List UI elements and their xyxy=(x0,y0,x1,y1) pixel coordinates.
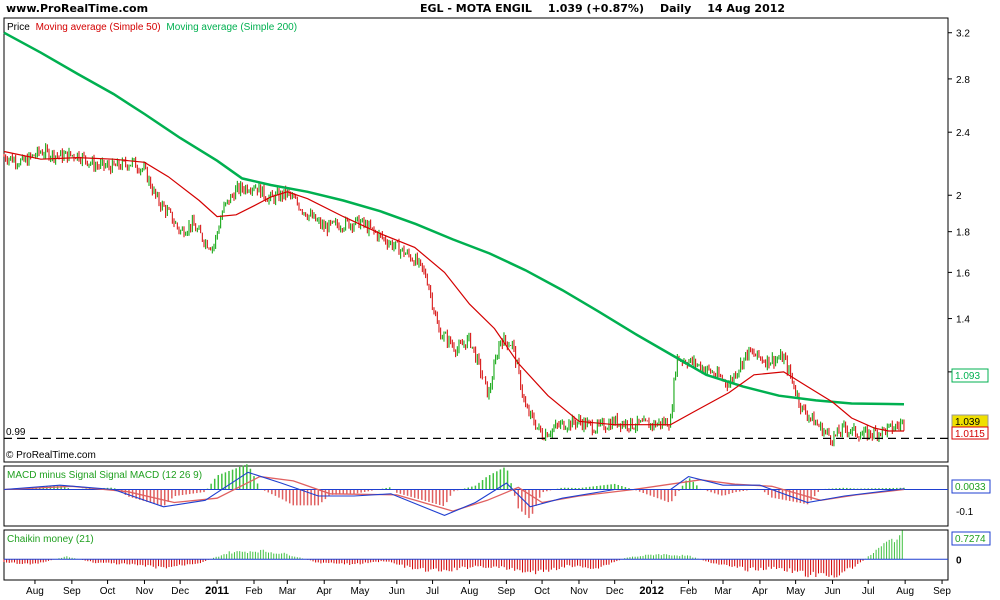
ma50-tag-box xyxy=(951,426,989,440)
price-panel xyxy=(3,17,949,463)
y-tick-label: 1.6 xyxy=(956,268,970,279)
x-tick-label: Oct xyxy=(534,586,550,597)
x-tick-label: Dec xyxy=(171,586,189,597)
x-tick-label: 2012 xyxy=(639,585,663,597)
macd-line xyxy=(3,471,905,516)
legend-chaikin: Chaikin money (21) xyxy=(7,534,94,545)
x-tick-label: Nov xyxy=(136,586,154,597)
y-tick-label: 2.8 xyxy=(956,75,970,86)
x-tick-label: May xyxy=(350,586,369,597)
x-tick-label: May xyxy=(786,586,805,597)
ma200-tag: 1.093 xyxy=(955,371,980,382)
macd-panel xyxy=(3,465,949,527)
x-tick-label: Apr xyxy=(316,586,332,597)
chart-header: www.ProRealTime.com EGL - MOTA ENGIL 1.03… xyxy=(0,0,1000,18)
x-tick-label: Jul xyxy=(426,586,439,597)
x-tick-label: 2011 xyxy=(205,585,229,597)
chaikin-series xyxy=(3,530,948,578)
ma50-line xyxy=(3,150,904,432)
x-tick-label: Aug xyxy=(461,586,479,597)
signal-line xyxy=(3,475,905,512)
ticker: EGL - MOTA ENGIL xyxy=(420,2,532,15)
chaikin-tag-box xyxy=(951,531,991,546)
reference-line-label: 0.99 xyxy=(6,427,26,438)
chaikin-tag: 0.7274 xyxy=(955,534,986,545)
x-tick-label: Aug xyxy=(896,586,914,597)
x-tick-label: Mar xyxy=(714,586,732,597)
chaikin-panel xyxy=(3,529,949,581)
x-tick-label: Mar xyxy=(279,586,297,597)
x-tick-label: Dec xyxy=(606,586,624,597)
x-tick-label: Nov xyxy=(570,586,588,597)
instrument-title: EGL - MOTA ENGIL 1.039 (+0.87%) Daily 14 Au… xyxy=(420,2,801,15)
x-tick-label: Aug xyxy=(26,586,44,597)
price-tag: 1.039 xyxy=(955,417,980,428)
copyright: © ProRealTime.com xyxy=(6,450,96,461)
ma200-tag-box xyxy=(951,368,989,383)
x-tick-label: Jun xyxy=(824,586,840,597)
chaikin-y-tick-label: 0 xyxy=(956,555,962,566)
y-tick-label: 1.4 xyxy=(956,315,970,326)
x-tick-label: Jul xyxy=(862,586,875,597)
x-tick-label: Jun xyxy=(389,586,405,597)
date: 14 Aug 2012 xyxy=(707,2,786,15)
y-tick-label: 1.8 xyxy=(956,228,970,239)
x-tick-label: Feb xyxy=(245,586,263,597)
y-tick-label: 2.4 xyxy=(956,128,970,139)
legend-macd: MACD minus Signal Signal MACD (12 26 9) xyxy=(7,470,202,481)
macd-tag-box xyxy=(951,479,991,494)
macd-tag: 0.0033 xyxy=(955,482,986,493)
period: Daily xyxy=(659,2,692,15)
price-series xyxy=(3,31,948,447)
y-tick-label: 3.2 xyxy=(956,29,970,40)
x-tick-label: Sep xyxy=(933,586,951,597)
macd-series xyxy=(3,464,948,519)
last-quote: 1.039 (+0.87%) xyxy=(547,2,644,15)
x-tick-label: Oct xyxy=(100,586,116,597)
x-tick-label: Sep xyxy=(63,586,81,597)
x-tick-label: Apr xyxy=(752,586,768,597)
x-tick-label: Feb xyxy=(680,586,698,597)
ma50-tag: 1.0115 xyxy=(955,429,985,440)
axes: 1.21.41.61.822.42.83.2AugSepOctNovDec201… xyxy=(26,29,974,597)
ma200-line xyxy=(3,31,905,406)
y-tick-label: 2 xyxy=(956,191,962,202)
site-name[interactable]: www.ProRealTime.com xyxy=(6,2,149,15)
legend-price: Price Moving average (Simple 50) Moving … xyxy=(7,22,297,33)
macd-y-tick-label: -0.1 xyxy=(956,507,974,518)
x-tick-label: Sep xyxy=(497,586,515,597)
